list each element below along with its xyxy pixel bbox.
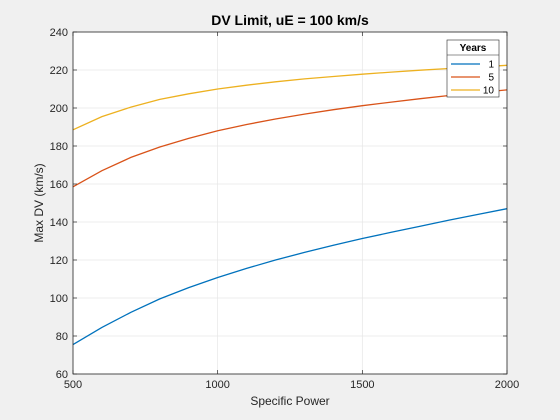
legend-label-1: 1 [488, 60, 494, 71]
y-tick-label: 200 [50, 103, 68, 115]
x-tick-label: 2000 [495, 379, 519, 391]
axes-box [72, 31, 508, 375]
legend-label-5: 5 [488, 73, 494, 84]
x-tick-label: 500 [64, 379, 82, 391]
y-tick-label: 240 [50, 27, 68, 39]
y-tick-label: 220 [50, 65, 68, 77]
legend-box [446, 39, 500, 98]
x-tick-label: 1000 [205, 379, 229, 391]
legend-title: Years [460, 43, 487, 54]
y-axis-label: Max DV (km/s) [32, 163, 46, 242]
plot-area[interactable] [73, 32, 507, 374]
y-tick-label: 120 [50, 255, 68, 267]
series-line-10[interactable] [72, 64, 508, 131]
y-axis-ticks: 60 80 100 120 140 160 180 200 220 240 [50, 27, 507, 381]
x-axis-ticks: 500 1000 1500 2000 [64, 32, 519, 391]
series-layer [72, 64, 508, 346]
y-tick-label: 180 [50, 141, 68, 153]
y-tick-label: 160 [50, 179, 68, 191]
y-tick-label: 140 [50, 217, 68, 229]
legend-label-10: 10 [483, 86, 495, 97]
x-axis-label: Specific Power [250, 394, 329, 408]
chart-title: DV Limit, uE = 100 km/s [211, 12, 369, 28]
series-line-1[interactable] [72, 208, 508, 346]
x-tick-label: 1500 [350, 379, 374, 391]
y-tick-label: 60 [56, 369, 68, 381]
y-tick-label: 80 [56, 331, 68, 343]
series-line-5[interactable] [72, 89, 508, 188]
y-tick-label: 100 [50, 293, 68, 305]
